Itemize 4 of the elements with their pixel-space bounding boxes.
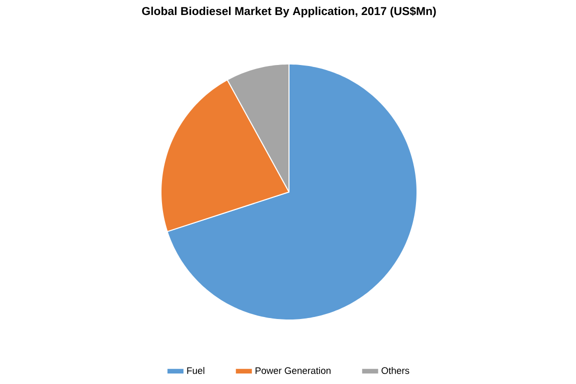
legend-label: Power Generation <box>256 367 331 374</box>
chart-title: Global Biodiesel Market By Application, 2017 (US$Mn) <box>142 6 436 18</box>
legend-label: Fuel <box>187 367 204 374</box>
legend-label: Others <box>382 367 410 374</box>
